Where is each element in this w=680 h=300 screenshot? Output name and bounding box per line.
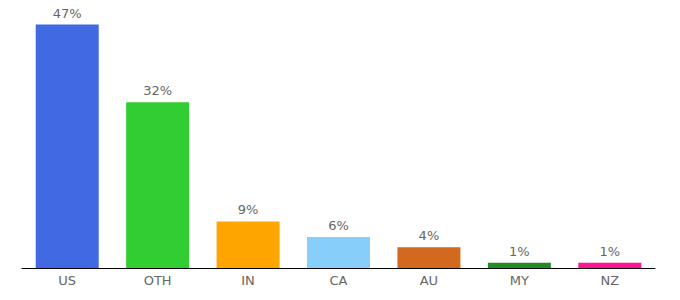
- svg-text:MY: MY: [510, 273, 529, 288]
- svg-text:AU: AU: [420, 273, 438, 288]
- svg-text:CA: CA: [330, 273, 348, 288]
- svg-text:NZ: NZ: [600, 273, 619, 288]
- svg-text:US: US: [58, 273, 76, 288]
- svg-text:47%: 47%: [53, 6, 82, 21]
- svg-text:32%: 32%: [143, 83, 172, 98]
- svg-text:OTH: OTH: [144, 273, 172, 288]
- svg-text:IN: IN: [241, 273, 255, 288]
- svg-text:6%: 6%: [328, 218, 349, 233]
- svg-text:4%: 4%: [419, 228, 440, 243]
- svg-text:1%: 1%: [509, 244, 530, 259]
- svg-text:9%: 9%: [238, 202, 259, 217]
- svg-text:1%: 1%: [599, 244, 620, 259]
